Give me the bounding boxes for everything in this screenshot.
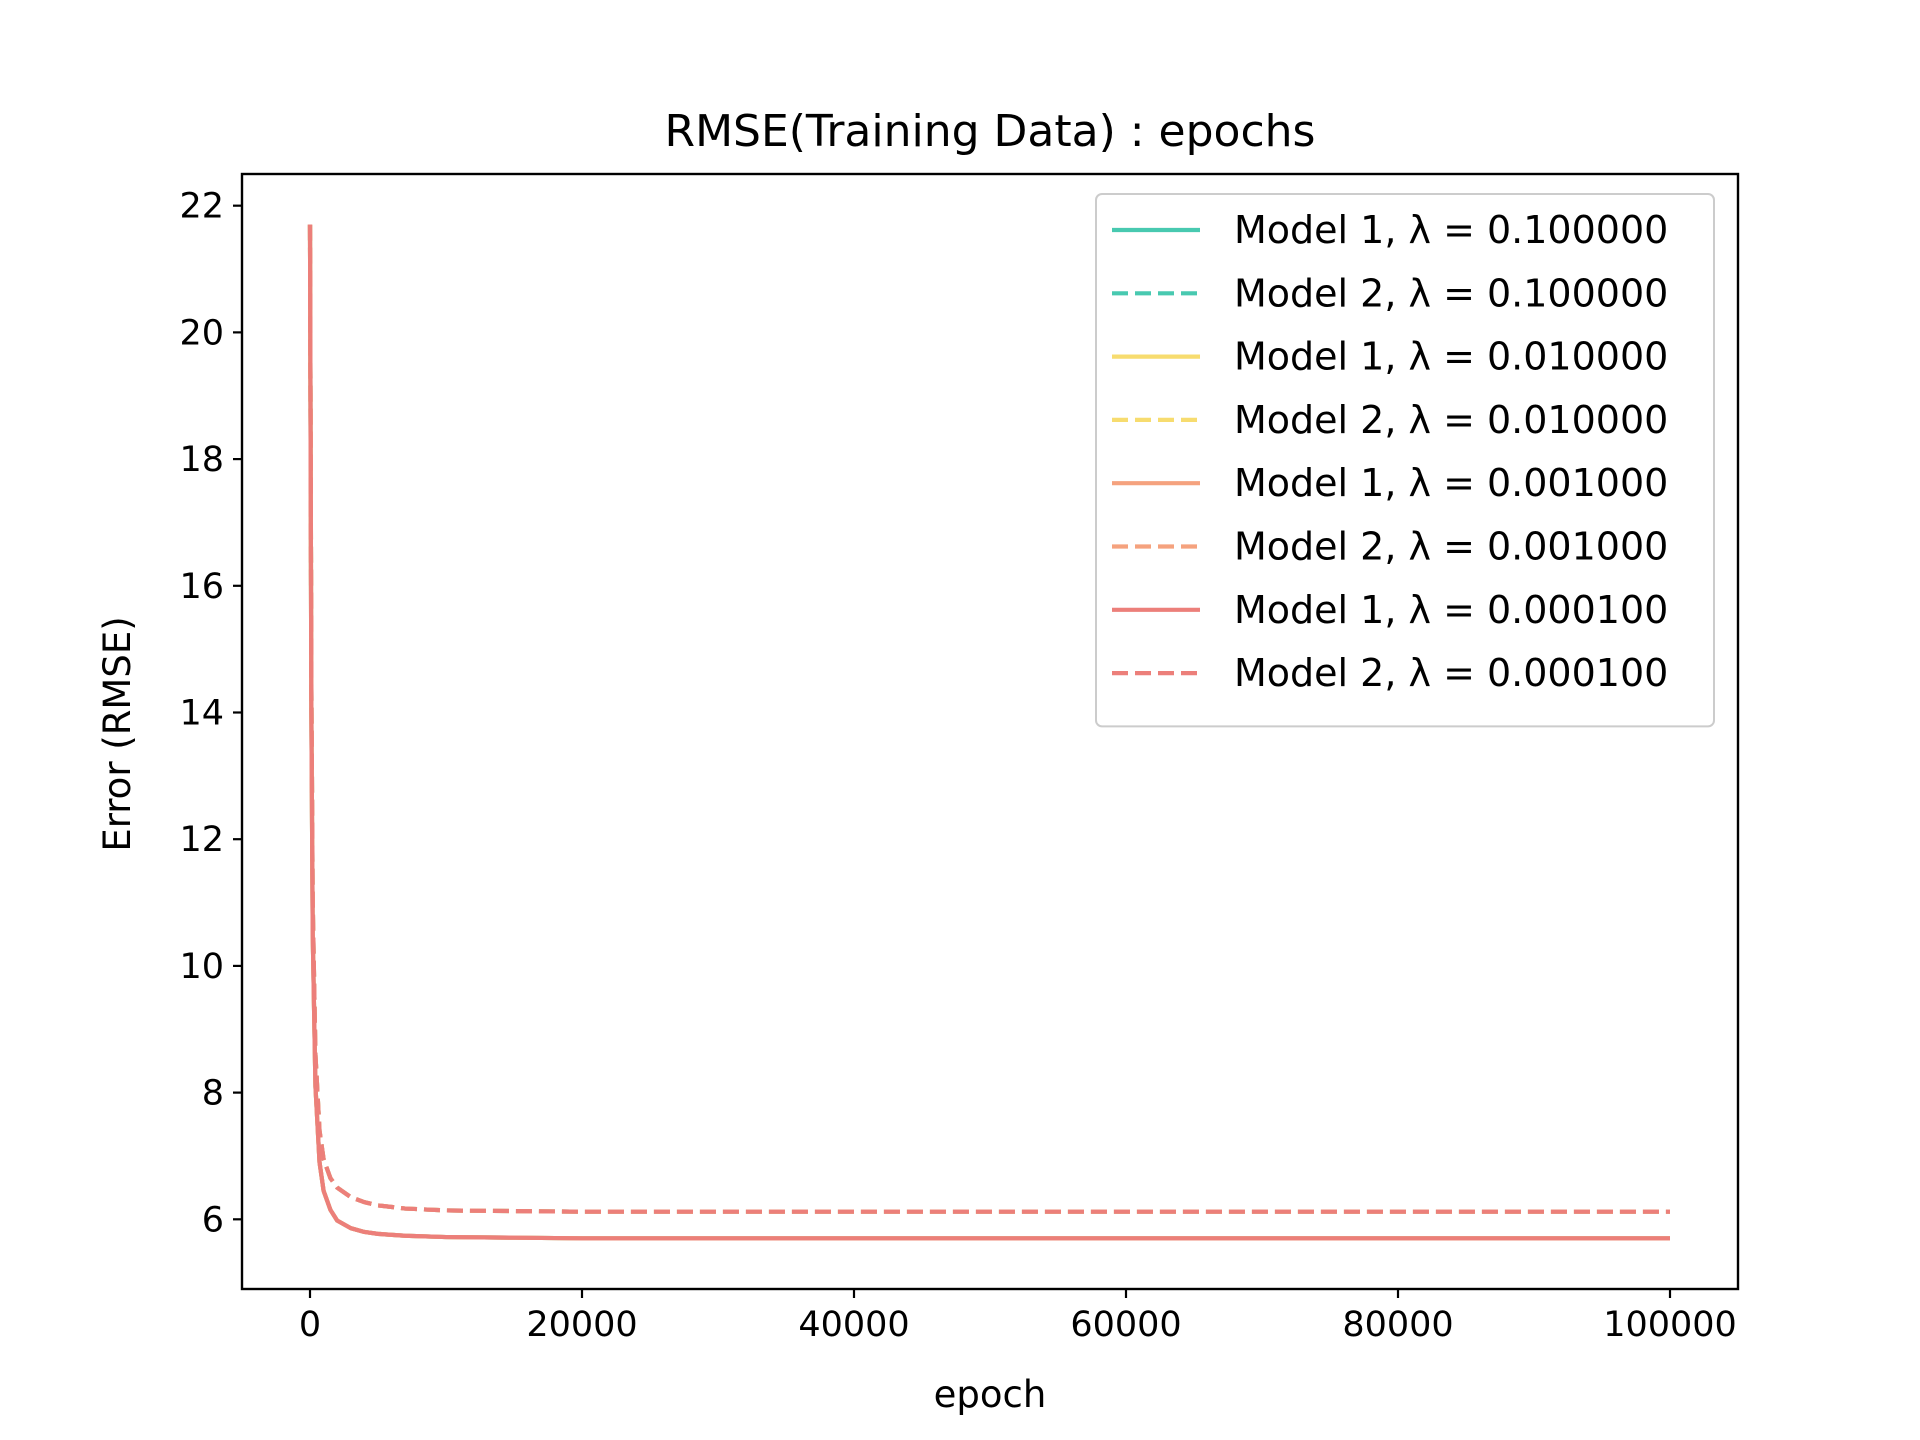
y-tick-label: 12 <box>179 820 224 860</box>
y-axis-title: Error (RMSE) <box>96 616 139 851</box>
y-tick-label: 22 <box>179 187 224 227</box>
x-tick-label: 80000 <box>1342 1305 1453 1345</box>
y-tick-label: 20 <box>179 313 224 353</box>
y-tick-label: 10 <box>179 947 224 987</box>
chart-title: RMSE(Training Data) : epochs <box>665 106 1316 157</box>
x-tick-label: 40000 <box>798 1305 909 1345</box>
legend-box <box>1095 193 1715 728</box>
legend-entry-label: Model 2, λ = 0.010000 <box>1234 398 1668 442</box>
y-tick-label: 18 <box>179 440 224 480</box>
legend: Model 1, λ = 0.100000 Model 2, λ = 0.1000… <box>1095 193 1715 728</box>
legend-entry-label: Model 1, λ = 0.100000 <box>1234 208 1668 252</box>
legend-entry-label: Model 2, λ = 0.000100 <box>1234 651 1668 695</box>
legend-entry-label: Model 1, λ = 0.000100 <box>1234 588 1668 632</box>
y-tick-label: 8 <box>202 1074 224 1114</box>
x-axis-title: epoch <box>934 1373 1047 1416</box>
plot-area <box>307 224 1670 1241</box>
legend-entry-label: Model 1, λ = 0.010000 <box>1234 335 1668 379</box>
plot-frame <box>240 172 1740 1291</box>
y-tick-label: 6 <box>202 1200 224 1240</box>
legend-entry-label: Model 2, λ = 0.001000 <box>1234 525 1668 569</box>
x-axis-ticks: 0 20000 40000 60000 80000 100000 <box>299 1289 1737 1345</box>
legend-entry-label: Model 1, λ = 0.001000 <box>1234 461 1668 505</box>
x-tick-label: 100000 <box>1603 1305 1737 1345</box>
x-tick-label: 20000 <box>526 1305 637 1345</box>
legend-entry-label: Model 2, λ = 0.100000 <box>1234 271 1668 315</box>
y-axis-ticks: 6 8 10 12 14 16 18 20 22 <box>179 187 242 1240</box>
x-tick-label: 0 <box>299 1305 321 1345</box>
y-tick-label: 14 <box>179 693 224 733</box>
series-line-8 <box>307 224 1670 1214</box>
y-tick-label: 16 <box>179 567 224 607</box>
x-tick-label: 60000 <box>1070 1305 1181 1345</box>
